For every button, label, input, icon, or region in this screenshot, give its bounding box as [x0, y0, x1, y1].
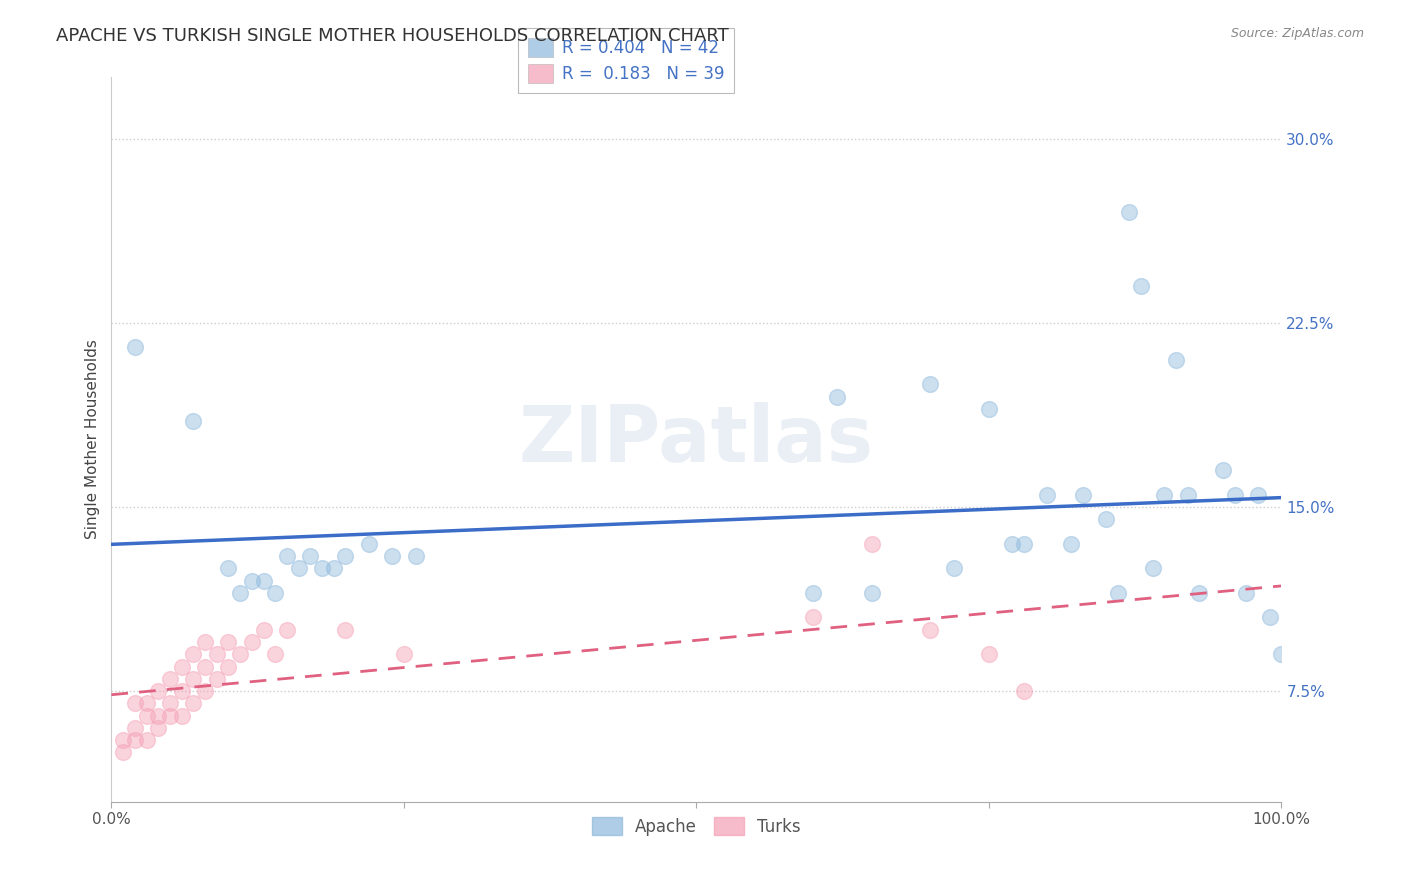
Point — [276, 623, 298, 637]
Point — [135, 708, 157, 723]
Point — [194, 659, 217, 673]
Point — [860, 537, 883, 551]
Point — [287, 561, 309, 575]
Point — [276, 549, 298, 563]
Point — [1012, 537, 1035, 551]
Point — [335, 549, 357, 563]
Point — [124, 341, 146, 355]
Point — [205, 648, 228, 662]
Point — [229, 586, 252, 600]
Point — [148, 721, 170, 735]
Point — [170, 684, 193, 698]
Point — [1164, 352, 1187, 367]
Point — [170, 659, 193, 673]
Point — [942, 561, 965, 575]
Point — [1234, 586, 1257, 600]
Point — [357, 537, 380, 551]
Point — [159, 672, 181, 686]
Point — [124, 733, 146, 747]
Point — [1212, 463, 1234, 477]
Point — [1118, 205, 1140, 219]
Point — [803, 610, 825, 624]
Point — [1270, 648, 1292, 662]
Y-axis label: Single Mother Households: Single Mother Households — [86, 340, 100, 540]
Point — [1188, 586, 1211, 600]
Point — [217, 659, 239, 673]
Point — [1223, 488, 1246, 502]
Text: Source: ZipAtlas.com: Source: ZipAtlas.com — [1230, 27, 1364, 40]
Point — [405, 549, 427, 563]
Point — [322, 561, 344, 575]
Text: ZIPatlas: ZIPatlas — [519, 401, 875, 477]
Point — [148, 708, 170, 723]
Point — [264, 648, 287, 662]
Point — [217, 635, 239, 649]
Point — [920, 623, 942, 637]
Point — [311, 561, 333, 575]
Point — [181, 648, 204, 662]
Point — [977, 401, 1000, 416]
Point — [240, 574, 263, 588]
Point — [977, 648, 1000, 662]
Point — [860, 586, 883, 600]
Point — [1130, 279, 1153, 293]
Point — [1071, 488, 1094, 502]
Point — [264, 586, 287, 600]
Legend: Apache, Turks: Apache, Turks — [583, 808, 810, 844]
Point — [1036, 488, 1059, 502]
Point — [181, 414, 204, 428]
Point — [920, 377, 942, 392]
Point — [1107, 586, 1129, 600]
Point — [170, 708, 193, 723]
Point — [159, 697, 181, 711]
Point — [252, 574, 274, 588]
Point — [252, 623, 274, 637]
Point — [124, 697, 146, 711]
Point — [135, 697, 157, 711]
Point — [1142, 561, 1164, 575]
Point — [181, 672, 204, 686]
Point — [1012, 684, 1035, 698]
Point — [112, 733, 135, 747]
Point — [159, 708, 181, 723]
Point — [1258, 610, 1281, 624]
Point — [124, 721, 146, 735]
Point — [112, 746, 135, 760]
Point — [240, 635, 263, 649]
Point — [1001, 537, 1024, 551]
Point — [299, 549, 322, 563]
Point — [1177, 488, 1199, 502]
Point — [335, 623, 357, 637]
Point — [381, 549, 404, 563]
Point — [1153, 488, 1175, 502]
Point — [392, 648, 415, 662]
Point — [825, 390, 848, 404]
Point — [217, 561, 239, 575]
Point — [181, 697, 204, 711]
Text: APACHE VS TURKISH SINGLE MOTHER HOUSEHOLDS CORRELATION CHART: APACHE VS TURKISH SINGLE MOTHER HOUSEHOL… — [56, 27, 728, 45]
Point — [194, 635, 217, 649]
Point — [205, 672, 228, 686]
Point — [1060, 537, 1083, 551]
Point — [1247, 488, 1270, 502]
Point — [803, 586, 825, 600]
Point — [229, 648, 252, 662]
Point — [135, 733, 157, 747]
Point — [148, 684, 170, 698]
Point — [194, 684, 217, 698]
Point — [1095, 512, 1118, 526]
